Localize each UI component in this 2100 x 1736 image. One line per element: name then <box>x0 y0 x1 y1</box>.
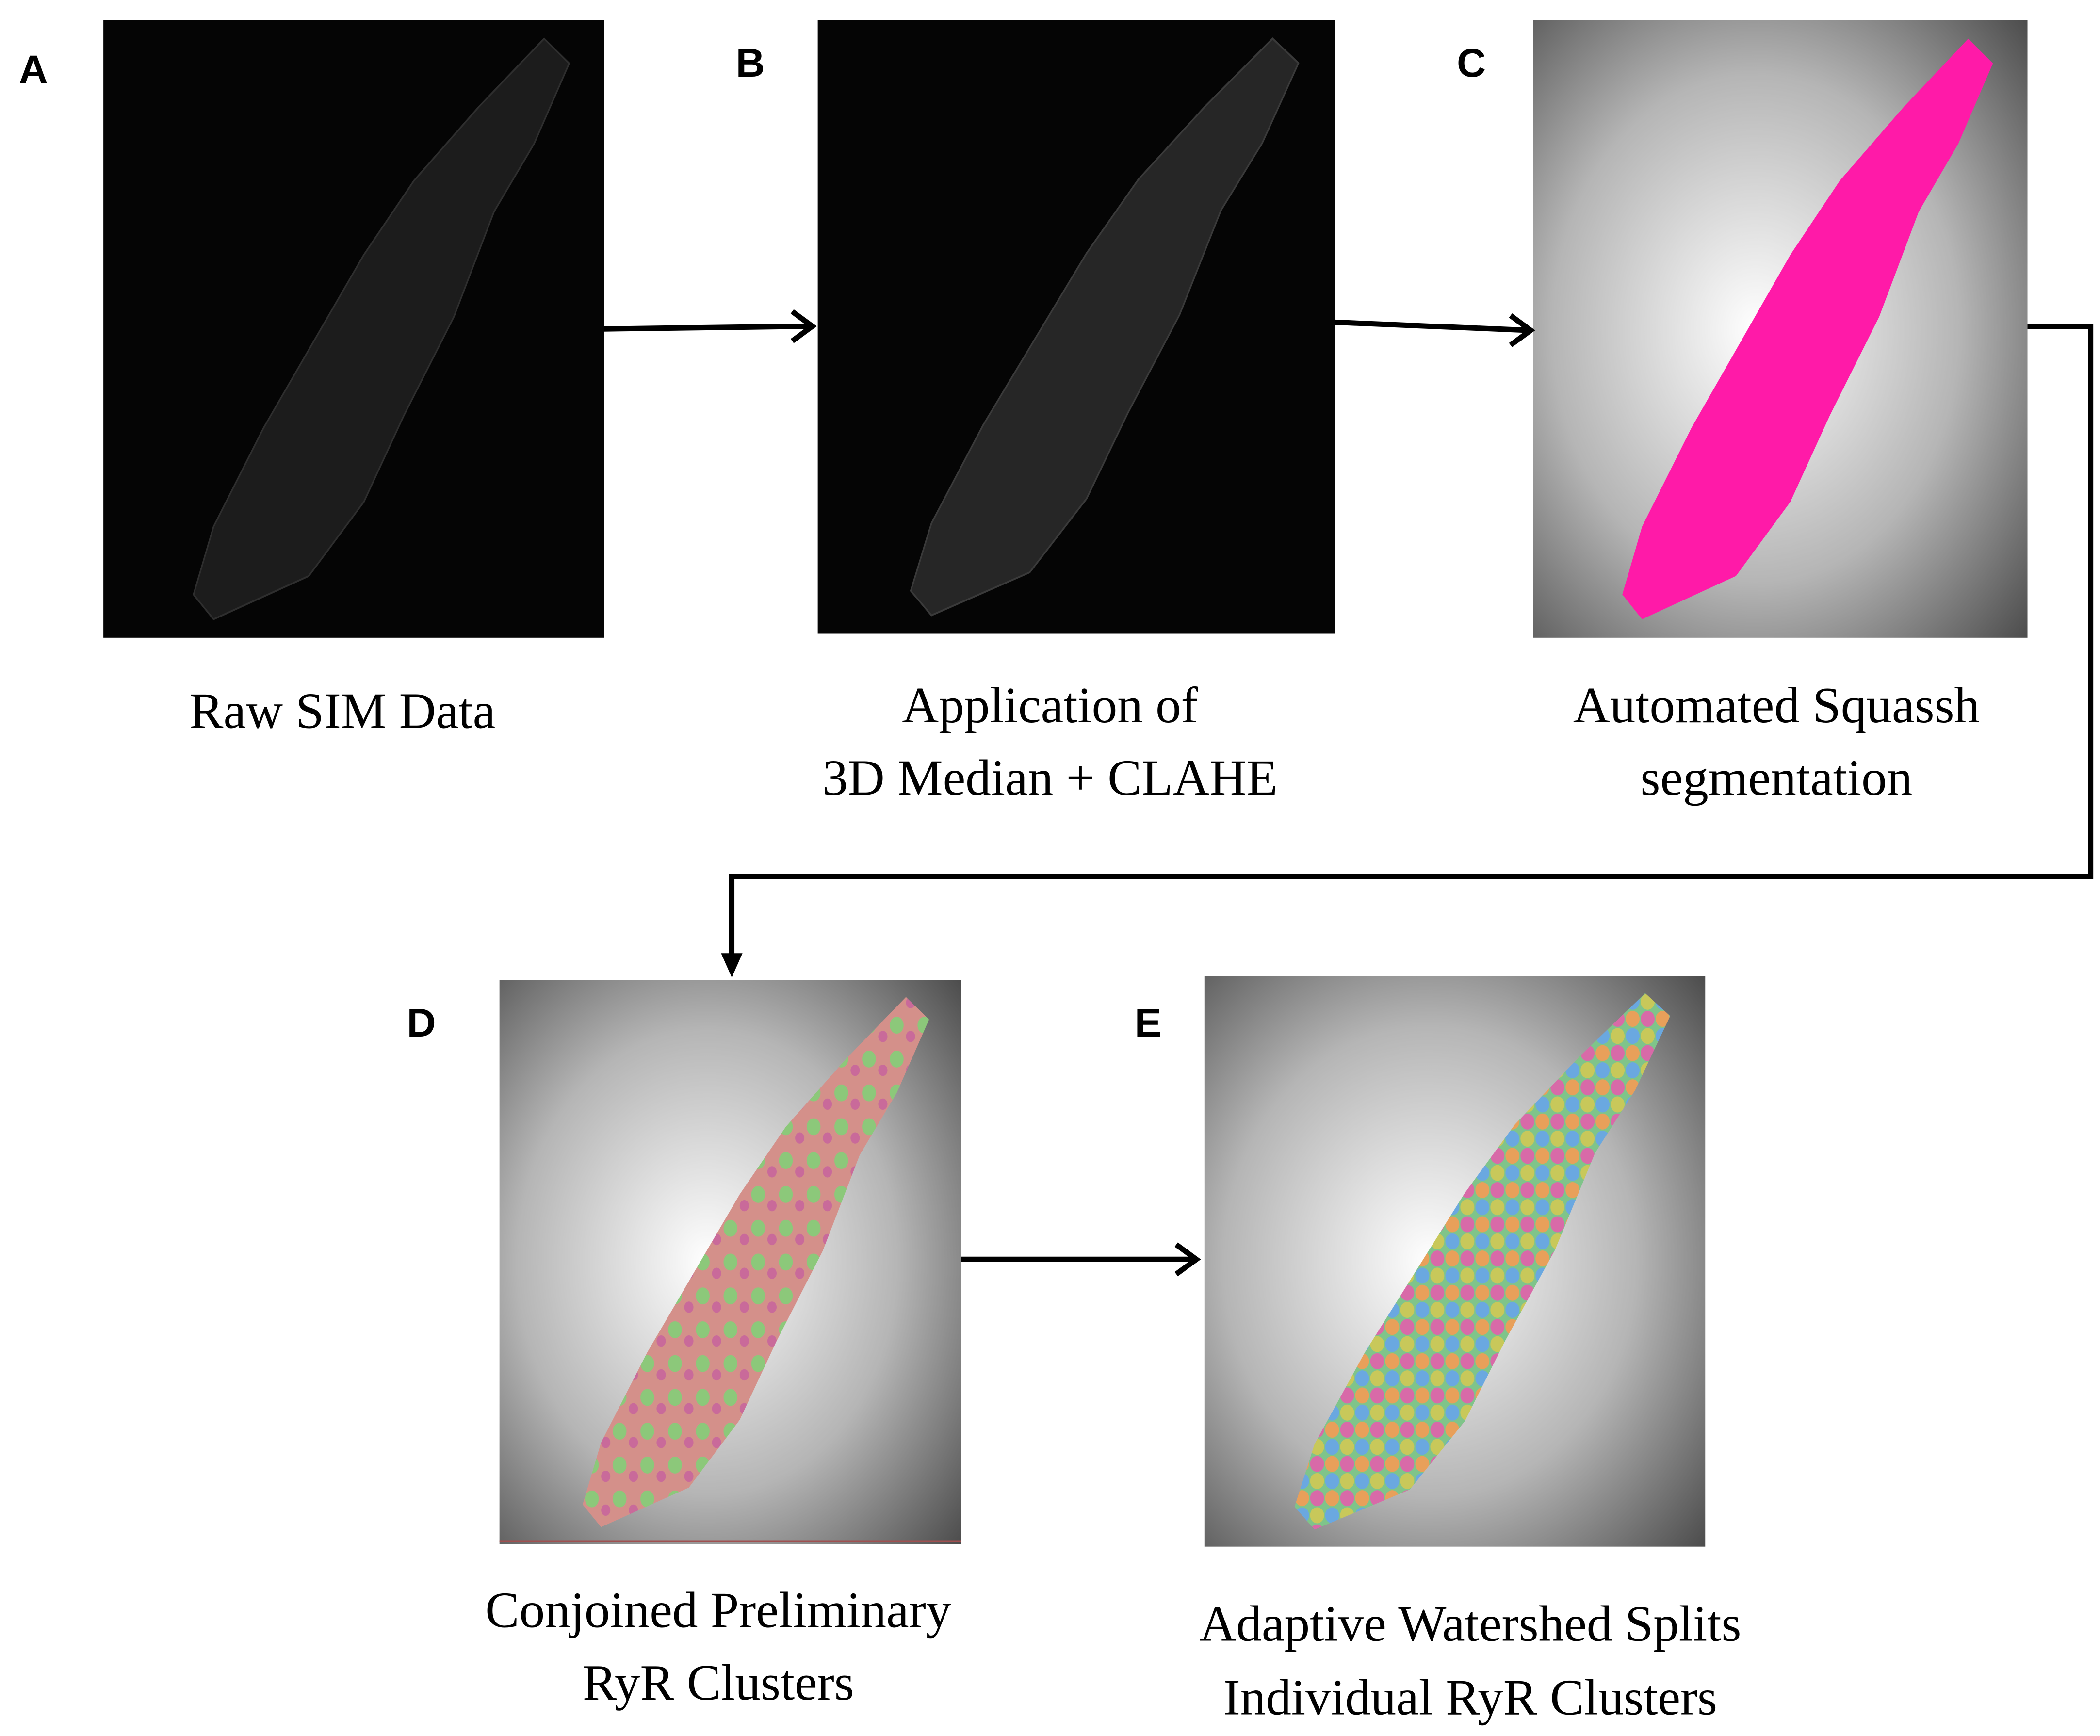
caption: segmentation <box>1641 749 1913 806</box>
panel-letter: C <box>1457 40 1486 85</box>
caption: Conjoined Preliminary <box>485 1582 951 1639</box>
panel-letter: A <box>19 47 48 92</box>
arrow-head <box>1174 1242 1201 1277</box>
arrows <box>604 309 2094 1277</box>
arrow-head <box>721 953 743 978</box>
caption: Application of <box>902 677 1198 733</box>
caption: RyR Clusters <box>583 1654 854 1711</box>
caption: Adaptive Watershed Splits <box>1199 1595 1741 1652</box>
arrow <box>729 324 2094 973</box>
caption: 3D Median + CLAHE <box>822 749 1278 806</box>
panel-letter: D <box>407 1000 436 1045</box>
arrow <box>604 324 810 332</box>
caption: Individual RyR Clusters <box>1223 1669 1717 1726</box>
arrow-head <box>790 309 817 343</box>
arrow <box>1335 319 1529 333</box>
caption: Automated Squassh <box>1573 677 1980 733</box>
arrow-head <box>1509 313 1535 347</box>
caption: Raw SIM Data <box>189 682 495 739</box>
panel-letter: E <box>1135 1000 1161 1045</box>
panel-letter: B <box>736 40 765 85</box>
